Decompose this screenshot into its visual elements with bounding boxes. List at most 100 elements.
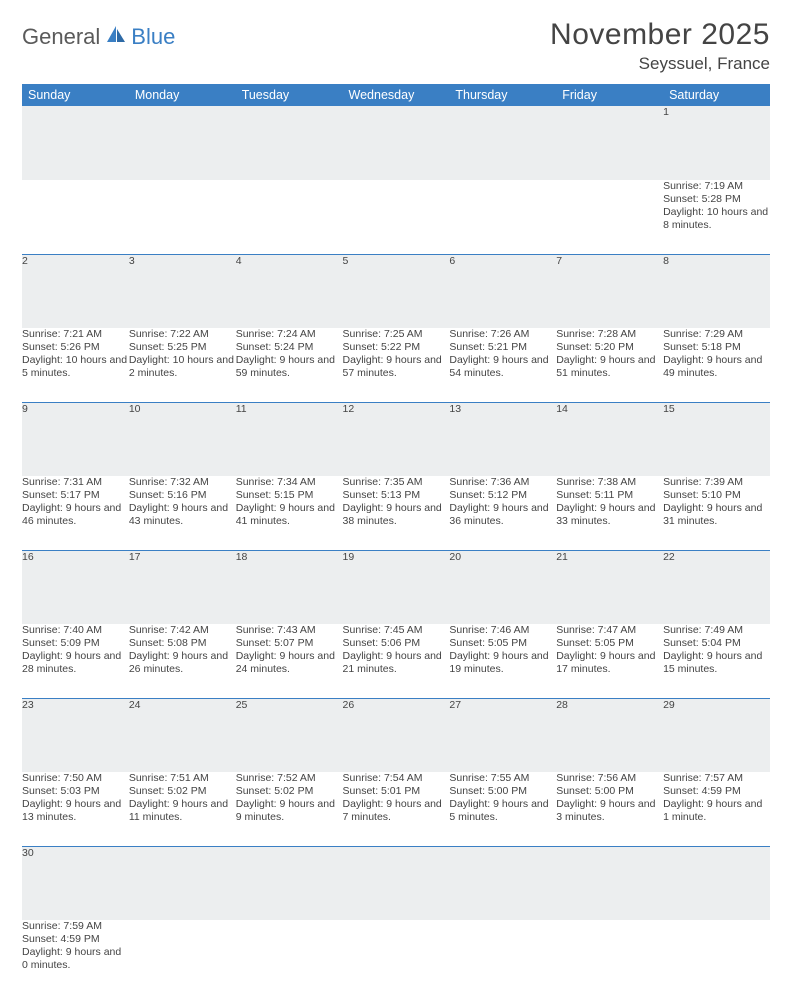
day-detail-cell: Sunrise: 7:22 AMSunset: 5:25 PMDaylight:… xyxy=(129,328,236,402)
day-detail-cell: Sunrise: 7:24 AMSunset: 5:24 PMDaylight:… xyxy=(236,328,343,402)
sunrise-text: Sunrise: 7:40 AM xyxy=(22,624,129,637)
day-detail-cell: Sunrise: 7:45 AMSunset: 5:06 PMDaylight:… xyxy=(343,624,450,698)
day-number-cell: 19 xyxy=(343,550,450,624)
sunset-text: Sunset: 4:59 PM xyxy=(22,933,129,946)
day-detail-cell: Sunrise: 7:35 AMSunset: 5:13 PMDaylight:… xyxy=(343,476,450,550)
day-detail-cell: Sunrise: 7:59 AMSunset: 4:59 PMDaylight:… xyxy=(22,920,129,994)
sunrise-text: Sunrise: 7:42 AM xyxy=(129,624,236,637)
day-number-cell: 30 xyxy=(22,846,129,920)
brand-part2: Blue xyxy=(131,24,175,50)
sunset-text: Sunset: 5:15 PM xyxy=(236,489,343,502)
sunset-text: Sunset: 5:05 PM xyxy=(556,637,663,650)
daylight-text: Daylight: 9 hours and 43 minutes. xyxy=(129,502,236,528)
sunrise-text: Sunrise: 7:24 AM xyxy=(236,328,343,341)
day-detail-cell: Sunrise: 7:34 AMSunset: 5:15 PMDaylight:… xyxy=(236,476,343,550)
day-number-cell: 3 xyxy=(129,254,236,328)
sunrise-text: Sunrise: 7:34 AM xyxy=(236,476,343,489)
sunset-text: Sunset: 5:18 PM xyxy=(663,341,770,354)
day-detail-cell xyxy=(556,180,663,254)
daylight-text: Daylight: 9 hours and 3 minutes. xyxy=(556,798,663,824)
day-detail-cell: Sunrise: 7:52 AMSunset: 5:02 PMDaylight:… xyxy=(236,772,343,846)
page-header: General Blue November 2025 Seyssuel, Fra… xyxy=(22,18,770,74)
day-number-cell xyxy=(449,106,556,180)
sunrise-text: Sunrise: 7:29 AM xyxy=(663,328,770,341)
day-number-cell xyxy=(556,106,663,180)
day-detail-row: Sunrise: 7:50 AMSunset: 5:03 PMDaylight:… xyxy=(22,772,770,846)
day-detail-row: Sunrise: 7:40 AMSunset: 5:09 PMDaylight:… xyxy=(22,624,770,698)
sunset-text: Sunset: 5:28 PM xyxy=(663,193,770,206)
day-number-cell: 7 xyxy=(556,254,663,328)
day-detail-cell: Sunrise: 7:47 AMSunset: 5:05 PMDaylight:… xyxy=(556,624,663,698)
daylight-text: Daylight: 9 hours and 28 minutes. xyxy=(22,650,129,676)
day-number-cell: 13 xyxy=(449,402,556,476)
day-detail-cell: Sunrise: 7:26 AMSunset: 5:21 PMDaylight:… xyxy=(449,328,556,402)
sunrise-text: Sunrise: 7:19 AM xyxy=(663,180,770,193)
day-detail-cell xyxy=(236,180,343,254)
day-number-cell: 15 xyxy=(663,402,770,476)
daylight-text: Daylight: 9 hours and 31 minutes. xyxy=(663,502,770,528)
day-detail-cell: Sunrise: 7:49 AMSunset: 5:04 PMDaylight:… xyxy=(663,624,770,698)
day-detail-cell xyxy=(343,920,450,994)
day-detail-cell: Sunrise: 7:50 AMSunset: 5:03 PMDaylight:… xyxy=(22,772,129,846)
weekday-header: Friday xyxy=(556,84,663,106)
sunrise-text: Sunrise: 7:25 AM xyxy=(343,328,450,341)
day-number-cell xyxy=(22,106,129,180)
day-detail-row: Sunrise: 7:19 AMSunset: 5:28 PMDaylight:… xyxy=(22,180,770,254)
day-detail-cell: Sunrise: 7:42 AMSunset: 5:08 PMDaylight:… xyxy=(129,624,236,698)
sunset-text: Sunset: 5:26 PM xyxy=(22,341,129,354)
sunset-text: Sunset: 5:22 PM xyxy=(343,341,450,354)
daylight-text: Daylight: 9 hours and 21 minutes. xyxy=(343,650,450,676)
sunset-text: Sunset: 5:05 PM xyxy=(449,637,556,650)
sunset-text: Sunset: 5:02 PM xyxy=(129,785,236,798)
day-detail-cell xyxy=(663,920,770,994)
day-detail-cell: Sunrise: 7:25 AMSunset: 5:22 PMDaylight:… xyxy=(343,328,450,402)
daylight-text: Daylight: 9 hours and 46 minutes. xyxy=(22,502,129,528)
daylight-text: Daylight: 9 hours and 51 minutes. xyxy=(556,354,663,380)
sail-icon xyxy=(102,24,129,50)
sunrise-text: Sunrise: 7:45 AM xyxy=(343,624,450,637)
brand-part1: General xyxy=(22,24,100,50)
sunrise-text: Sunrise: 7:43 AM xyxy=(236,624,343,637)
day-detail-row: Sunrise: 7:21 AMSunset: 5:26 PMDaylight:… xyxy=(22,328,770,402)
sunrise-text: Sunrise: 7:36 AM xyxy=(449,476,556,489)
day-detail-cell xyxy=(556,920,663,994)
day-number-cell: 1 xyxy=(663,106,770,180)
daylight-text: Daylight: 9 hours and 17 minutes. xyxy=(556,650,663,676)
sunrise-text: Sunrise: 7:49 AM xyxy=(663,624,770,637)
sunset-text: Sunset: 5:08 PM xyxy=(129,637,236,650)
daylight-text: Daylight: 9 hours and 38 minutes. xyxy=(343,502,450,528)
sunset-text: Sunset: 5:11 PM xyxy=(556,489,663,502)
day-detail-row: Sunrise: 7:31 AMSunset: 5:17 PMDaylight:… xyxy=(22,476,770,550)
day-number-cell: 22 xyxy=(663,550,770,624)
day-number-row: 30 xyxy=(22,846,770,920)
daylight-text: Daylight: 9 hours and 11 minutes. xyxy=(129,798,236,824)
day-detail-cell: Sunrise: 7:28 AMSunset: 5:20 PMDaylight:… xyxy=(556,328,663,402)
daylight-text: Daylight: 9 hours and 24 minutes. xyxy=(236,650,343,676)
sunset-text: Sunset: 5:00 PM xyxy=(556,785,663,798)
calendar-table: SundayMondayTuesdayWednesdayThursdayFrid… xyxy=(22,84,770,994)
sunset-text: Sunset: 5:12 PM xyxy=(449,489,556,502)
day-number-cell xyxy=(343,846,450,920)
daylight-text: Daylight: 9 hours and 13 minutes. xyxy=(22,798,129,824)
day-detail-cell xyxy=(129,920,236,994)
day-number-row: 1 xyxy=(22,106,770,180)
sunrise-text: Sunrise: 7:35 AM xyxy=(343,476,450,489)
sunset-text: Sunset: 5:02 PM xyxy=(236,785,343,798)
daylight-text: Daylight: 9 hours and 59 minutes. xyxy=(236,354,343,380)
day-number-cell: 16 xyxy=(22,550,129,624)
daylight-text: Daylight: 9 hours and 1 minute. xyxy=(663,798,770,824)
sunset-text: Sunset: 5:25 PM xyxy=(129,341,236,354)
sunrise-text: Sunrise: 7:46 AM xyxy=(449,624,556,637)
weekday-header: Monday xyxy=(129,84,236,106)
day-detail-cell xyxy=(22,180,129,254)
location-subtitle: Seyssuel, France xyxy=(550,54,770,74)
daylight-text: Daylight: 9 hours and 0 minutes. xyxy=(22,946,129,972)
sunset-text: Sunset: 5:07 PM xyxy=(236,637,343,650)
sunrise-text: Sunrise: 7:47 AM xyxy=(556,624,663,637)
sunset-text: Sunset: 5:17 PM xyxy=(22,489,129,502)
sunset-text: Sunset: 5:20 PM xyxy=(556,341,663,354)
sunrise-text: Sunrise: 7:59 AM xyxy=(22,920,129,933)
sunrise-text: Sunrise: 7:28 AM xyxy=(556,328,663,341)
sunrise-text: Sunrise: 7:38 AM xyxy=(556,476,663,489)
day-detail-cell: Sunrise: 7:36 AMSunset: 5:12 PMDaylight:… xyxy=(449,476,556,550)
